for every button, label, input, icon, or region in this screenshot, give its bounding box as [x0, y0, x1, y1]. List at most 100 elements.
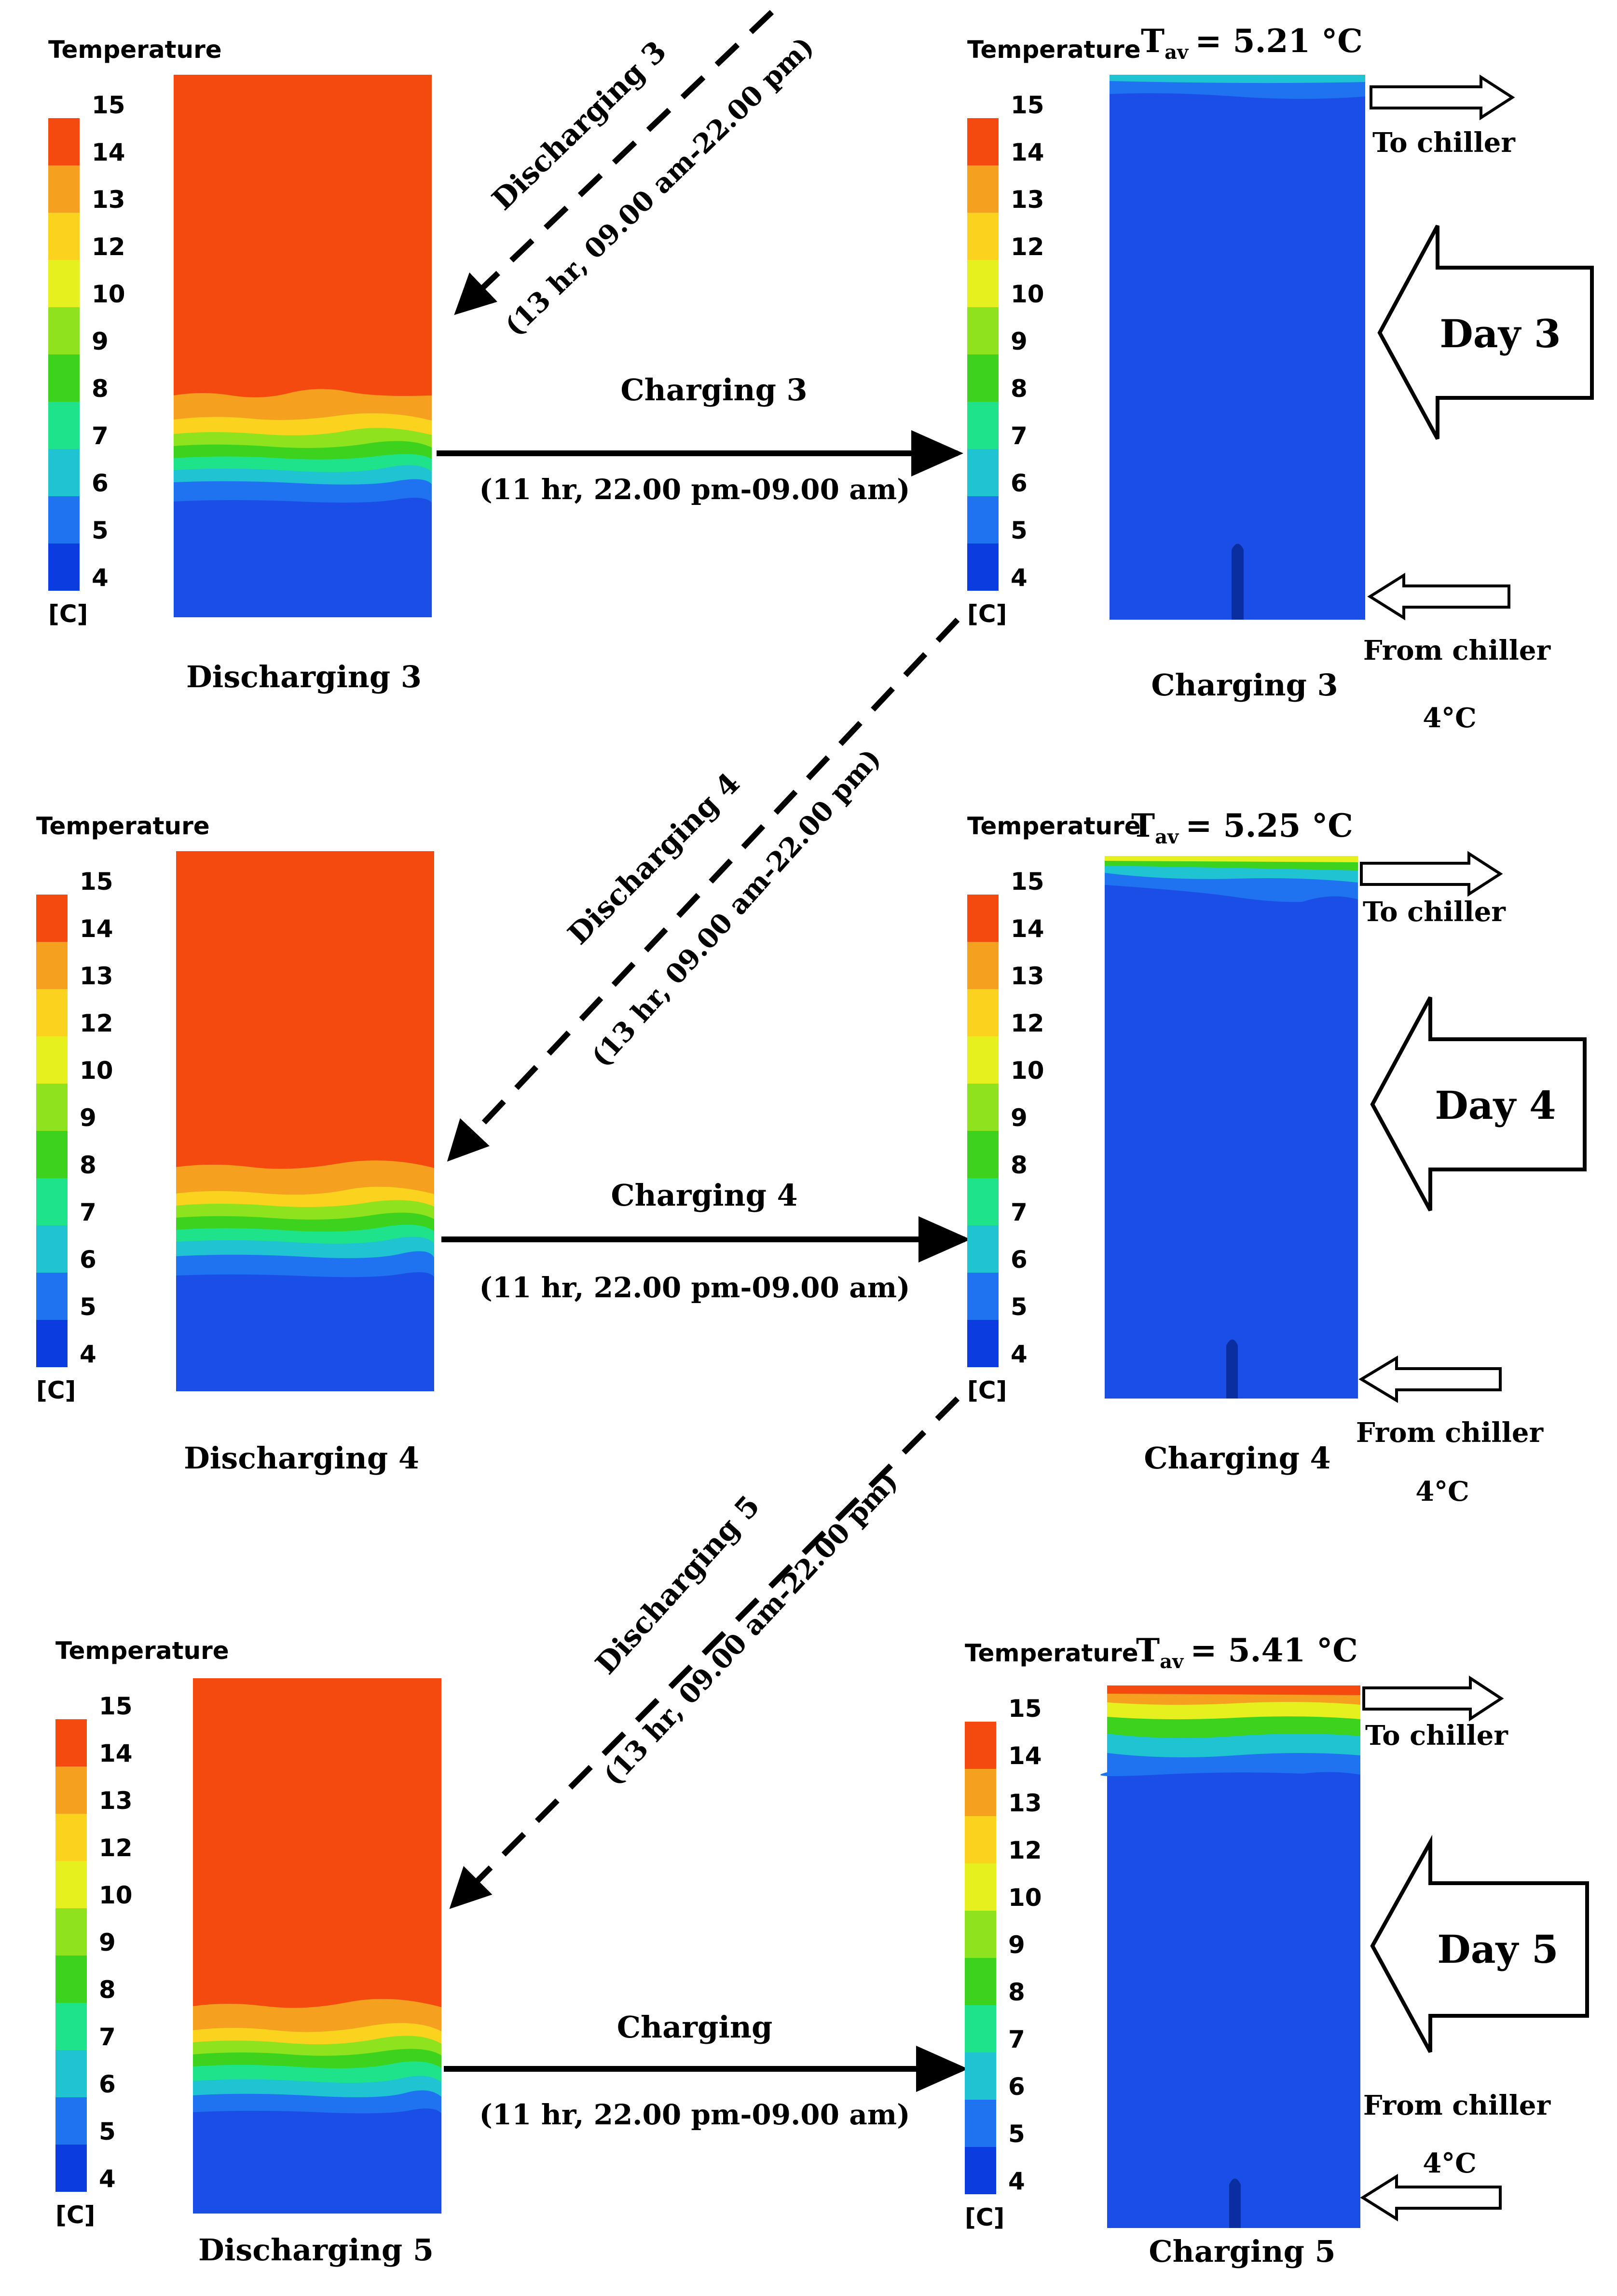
legend-swatch [967, 942, 999, 989]
legend-swatch [967, 1084, 999, 1131]
day-4-label: Day 4 [1435, 1083, 1556, 1128]
legend-swatch [36, 1320, 68, 1367]
day-3-arrow-icon [1377, 225, 1594, 440]
legend-tick-label: 6 [92, 469, 109, 497]
legend-swatch [965, 1816, 996, 1863]
legend-tick-label: 8 [92, 375, 109, 403]
legend-charging-3: Temperature 15 14 13 12 10 9 8 7 6 5 4[C] [967, 36, 1141, 628]
to-chiller-arrow-4 [1360, 851, 1503, 897]
to-chiller-arrow-5 [1362, 1675, 1504, 1722]
legend-tick-label: 15 [1011, 868, 1044, 896]
legend-swatch [36, 1225, 68, 1273]
legend-swatch [48, 496, 80, 543]
legend-tick-label: 14 [99, 1739, 133, 1767]
to-chiller-label-4: To chiller [1363, 896, 1506, 928]
legend-tick-label: 12 [1011, 1009, 1044, 1037]
legend-tick-label: 12 [1011, 233, 1044, 261]
legend-swatch [55, 1766, 87, 1814]
legend-tick-label: 6 [80, 1246, 96, 1274]
legend-tick-label: 10 [99, 1881, 133, 1909]
legend-tick-label: 9 [1008, 1931, 1025, 1959]
legend-tick-label: 10 [1008, 1884, 1042, 1912]
legend-tick-label: 14 [1011, 138, 1044, 166]
tank-charging-4 [1105, 856, 1358, 1399]
legend-swatch [48, 165, 80, 213]
legend-tick-label: 13 [1008, 1789, 1042, 1817]
legend-unit: [C] [48, 600, 88, 628]
legend-tick-label: 8 [1008, 1978, 1025, 2006]
inlet-temp-5: 4°C [1423, 2147, 1477, 2179]
legend-tick-label: 8 [80, 1151, 96, 1179]
legend-swatch [55, 1719, 87, 1766]
legend-swatch [967, 213, 999, 260]
legend-swatch [965, 2052, 996, 2100]
legend-swatch [36, 1084, 68, 1131]
legend-tick-label: 5 [1011, 516, 1028, 544]
to-chiller-label-3: To chiller [1372, 127, 1516, 159]
legend-swatch [48, 449, 80, 496]
tav-label-4: Tav = 5.25 °C [1131, 807, 1353, 848]
legend-swatch [48, 307, 80, 354]
from-chiller-label-4: From chiller [1356, 1417, 1544, 1449]
legend-swatch [55, 1956, 87, 2003]
from-chiller-arrow-3 [1367, 572, 1510, 621]
legend-swatch [965, 2147, 996, 2194]
legend-tick-label: 14 [1011, 915, 1044, 943]
from-chiller-label-3: From chiller [1363, 635, 1551, 666]
legend-tick-label: 10 [92, 280, 125, 308]
legend-tick-label: 4 [1011, 1340, 1028, 1368]
legend-tick-label: 6 [1011, 469, 1028, 497]
legend-tick-label: 7 [80, 1198, 96, 1226]
discharging-arrow-time-3: (13 hr, 09.00 am-22.00 pm) [499, 30, 820, 342]
legend-tick-label: 14 [1008, 1742, 1042, 1770]
legend-tick-label: 6 [1008, 2073, 1025, 2101]
legend-tick-label: 12 [80, 1009, 113, 1037]
legend-tick-label: 10 [1011, 280, 1044, 308]
legend-tick-label: 7 [1011, 422, 1028, 450]
legend-charging-5: Temperature 15 14 13 12 10 9 8 7 6 5 4[C] [965, 1639, 1138, 2231]
legend-unit: [C] [967, 1376, 1007, 1404]
legend-tick-label: 13 [1011, 962, 1044, 990]
legend-discharging-3: Temperature 15 14 13 12 10 9 8 7 6 5 4[C] [48, 36, 222, 628]
tank-discharging-3 [174, 75, 432, 617]
tank-charging-3 [1110, 75, 1365, 620]
legend-swatch [967, 1273, 999, 1320]
legend-swatch [36, 895, 68, 942]
legend-swatch [48, 354, 80, 402]
legend-tick-label: 5 [80, 1293, 96, 1321]
caption-charging-5: Charging 5 [1149, 2234, 1335, 2269]
inlet-temp-4: 4°C [1415, 1476, 1469, 1508]
legend-tick-label: 12 [99, 1834, 133, 1862]
inlet-temp-3: 4°C [1423, 702, 1477, 734]
legend-tick-label: 13 [92, 186, 125, 214]
legend-swatch [55, 1861, 87, 1908]
legend-tick-label: 6 [99, 2070, 116, 2098]
legend-swatch [965, 2005, 996, 2052]
legend-swatch [965, 1958, 996, 2005]
discharging-arrow-3 [454, 10, 774, 315]
charging-arrow-time-4: (11 hr, 22.00 pm-09.00 am) [479, 1271, 910, 1304]
day-4-arrow-icon [1370, 996, 1587, 1211]
legend-swatch [48, 213, 80, 260]
legend-tick-label: 12 [92, 233, 125, 261]
legend-swatch [36, 1036, 68, 1084]
legend-tick-label: 8 [1011, 375, 1028, 403]
caption-discharging-4: Discharging 4 [184, 1440, 419, 1476]
legend-swatch [967, 1320, 999, 1367]
legend-swatch [967, 354, 999, 402]
legend-tick-label: 14 [80, 915, 113, 943]
legend-tick-label: 15 [99, 1692, 133, 1720]
legend-tick-label: 4 [1011, 564, 1028, 592]
legend-tick-label: 4 [1008, 2167, 1025, 2195]
tav-label-3: Tav = 5.21 °C [1141, 22, 1363, 64]
legend-unit: [C] [55, 2201, 95, 2229]
tank-charging-5 [1100, 1685, 1360, 2228]
legend-swatch [967, 989, 999, 1036]
legend-unit: [C] [967, 600, 1007, 628]
legend-swatch [967, 1178, 999, 1225]
legend-tick-label: 8 [1011, 1151, 1028, 1179]
charging-arrow-title-3: Charging 3 [620, 372, 807, 408]
legend-swatch [48, 402, 80, 449]
